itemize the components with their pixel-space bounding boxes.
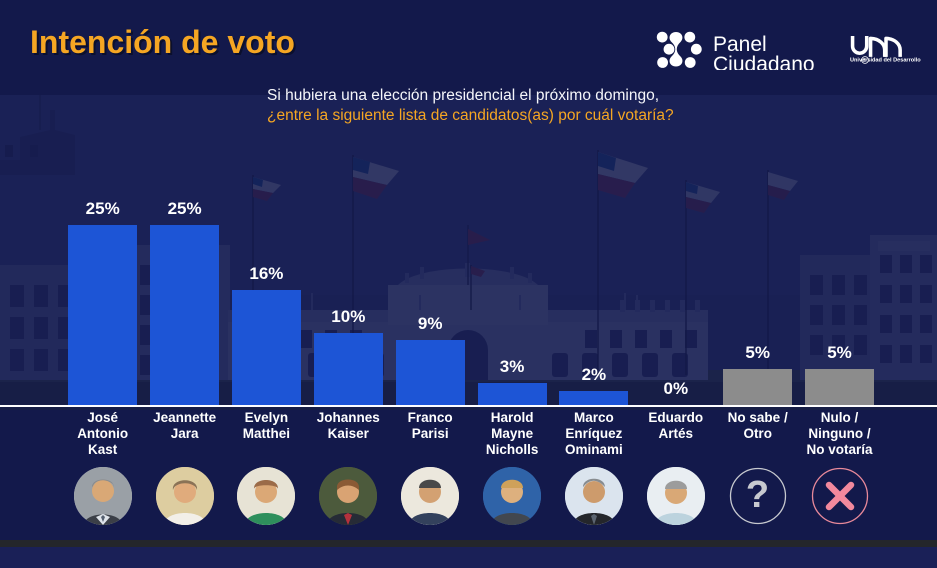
svg-text:?: ? <box>746 474 769 516</box>
